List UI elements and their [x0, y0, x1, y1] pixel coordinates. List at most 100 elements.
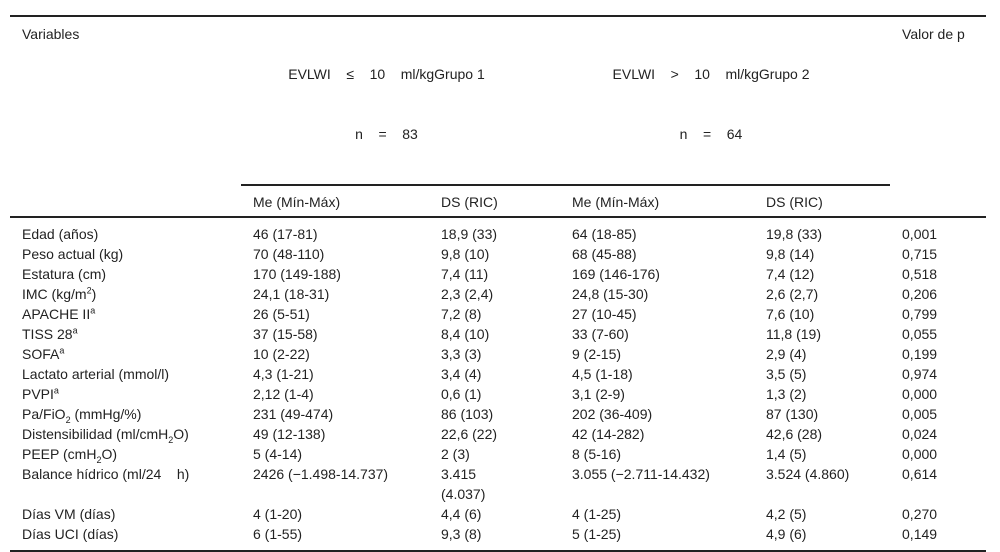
variable-suffix: ) [91, 286, 97, 302]
variable-label: SOFA [22, 346, 60, 362]
cell-g2me: 9 (2-15) [572, 346, 622, 362]
variable-label: Distensibilidad (ml/cmH [22, 426, 169, 442]
variable-subscript: 2 [168, 434, 174, 445]
table-row: PVPIa 2,12 (1-4) 0,6 (1) 3,1 (2-9) 1,3 (2) 0,… [10, 384, 986, 404]
header-variables: Variables [10, 15, 241, 185]
variable-label: Estatura (cm) [22, 266, 107, 282]
table-row: APACHE IIa 26 (5-51) 7,2 (8) 27 (10-45) 7,6 … [10, 304, 986, 324]
variable-cell: APACHE IIa [10, 304, 241, 324]
cell-g1ds: 9,8 (10) [441, 246, 490, 262]
table-row: Distensibilidad (ml/cmH2O) 49 (12-138) 22,… [10, 424, 986, 444]
cell-g1me: 37 (15-58) [253, 326, 318, 342]
cell-g1ds: 3,4 (4) [441, 366, 482, 382]
results-table: Variables EVLWI ≤ 10 ml/kgGrupo 1 n = 83… [10, 15, 987, 552]
variable-superscript: a [53, 385, 59, 396]
cell-g2me: 169 (146-176) [572, 266, 660, 282]
cell-g2me: 24,8 (15-30) [572, 286, 649, 302]
variable-suffix: (mmHg/%) [70, 406, 142, 422]
variable-cell: PVPIa [10, 384, 241, 404]
table-row: Estatura (cm) 170 (149-188) 7,4 (11) 169 (1… [10, 264, 986, 284]
header-row: Variables EVLWI ≤ 10 ml/kgGrupo 1 n = 83… [10, 15, 987, 218]
cell-p: 0,005 [902, 406, 938, 422]
cell-g2ds: 7,6 (10) [766, 306, 815, 322]
cell-p: 0,149 [890, 524, 987, 552]
cell-g2ds: 3,5 (5) [766, 366, 807, 382]
cell-g2me: 64 (18-85) [572, 226, 637, 242]
table-row: Peso actual (kg) 70 (48-110) 9,8 (10) 68 (4… [10, 244, 986, 264]
header-group1: EVLWI ≤ 10 ml/kgGrupo 1 n = 83 [241, 15, 560, 185]
cell-g2ds: 2,6 (2,7) [766, 286, 819, 302]
subheader-g1-me: Me (Mín-Máx) [241, 184, 429, 217]
cell-g1ds: 3.415 (4.037) [441, 466, 486, 502]
table-row: Balance hídrico (ml/24 h) 2426 (−1.498-14… [10, 464, 986, 504]
cell-g2ds: 4,2 (5) [766, 506, 807, 522]
cell-g2me: 27 (10-45) [572, 306, 637, 322]
table-row: SOFAa 10 (2-22) 3,3 (3) 9 (2-15) 2,9 (4) 0,19… [10, 344, 986, 364]
cell-g2ds: 7,4 (12) [766, 266, 815, 282]
cell-g1me: 10 (2-22) [253, 346, 310, 362]
cell-g1ds: 3,3 (3) [441, 346, 482, 362]
variable-cell: Días VM (días) [10, 504, 241, 524]
variable-cell: PEEP (cmH2O) [10, 444, 241, 464]
cell-p: 0,000 [902, 446, 938, 462]
subheader-g2-ds: DS (RIC) [754, 184, 891, 217]
variable-label: Balance hídrico (ml/24 h) [22, 466, 190, 482]
cell-g2ds: 3.524 (4.860) [766, 466, 850, 482]
variable-cell: Días UCI (días) [10, 524, 241, 552]
table-row: Edad (años) 46 (17-81) 18,9 (33) 64 (18-85)… [10, 217, 986, 244]
table-row: Días VM (días) 4 (1-20) 4,4 (6) 4 (1-25) 4,2… [10, 504, 986, 524]
cell-g1ds: 0,6 (1) [441, 386, 482, 402]
variable-label: Peso actual (kg) [22, 246, 124, 262]
variable-cell: Edad (años) [10, 217, 241, 244]
cell-g1ds: 22,6 (22) [441, 426, 498, 442]
cell-p: 0,001 [902, 226, 938, 242]
cell-g1ds: 2,3 (2,4) [441, 286, 494, 302]
cell-g2me: 3.055 (−2.711-14.432) [572, 466, 710, 482]
header-group2: EVLWI > 10 ml/kgGrupo 2 n = 64 [560, 15, 891, 185]
cell-g1ds: 4,4 (6) [441, 506, 482, 522]
variable-suffix: O) [101, 446, 118, 462]
cell-g2me: 5 (1-25) [560, 524, 754, 552]
cell-g2ds: 2,9 (4) [766, 346, 807, 362]
variable-cell: Estatura (cm) [10, 264, 241, 284]
cell-p: 0,024 [902, 426, 938, 442]
cell-p: 0,974 [902, 366, 938, 382]
cell-g1me: 4 (1-20) [253, 506, 303, 522]
variable-superscript: a [59, 345, 65, 356]
table-body: Edad (años) 46 (17-81) 18,9 (33) 64 (18-85)… [10, 217, 987, 552]
variable-cell: Lactato arterial (mmol/l) [10, 364, 241, 384]
subheader-row: Me (Mín-Máx) DS (RIC) Me (Mín-Máx) DS (R… [10, 184, 987, 217]
results-table-container: Variables EVLWI ≤ 10 ml/kgGrupo 1 n = 83… [10, 15, 987, 552]
table-row: TISS 28a 37 (15-58) 8,4 (10) 33 (7-60) 11,8 … [10, 324, 986, 344]
table-row: Días UCI (días) 6 (1-55) 9,3 (8) 5 (1-25) 4,… [10, 524, 987, 552]
table-row: Pa/FiO2 (mmHg/%) 231 (49-474) 86 (103) 202 … [10, 404, 986, 424]
variable-label: Edad (años) [22, 226, 99, 242]
variable-label: Lactato arterial (mmol/l) [22, 366, 170, 382]
group2-line2: n = 64 [679, 126, 743, 142]
cell-g2me: 8 (5-16) [572, 446, 622, 462]
variable-cell: SOFAa [10, 344, 241, 364]
cell-g2me: 4,5 (1-18) [572, 366, 633, 382]
variable-label: PEEP (cmH [22, 446, 97, 462]
variable-cell: Pa/FiO2 (mmHg/%) [10, 404, 241, 424]
cell-p: 0,518 [902, 266, 938, 282]
cell-g1me: 24,1 (18-31) [253, 286, 330, 302]
cell-g1me: 2,12 (1-4) [253, 386, 314, 402]
cell-p: 0,799 [902, 306, 938, 322]
cell-g2ds: 1,3 (2) [766, 386, 807, 402]
cell-g1me: 46 (17-81) [253, 226, 318, 242]
table-row: PEEP (cmH2O) 5 (4-14) 2 (3) 8 (5-16) 1,4 (5)… [10, 444, 986, 464]
cell-p: 0,614 [902, 466, 938, 482]
variable-superscript: a [90, 305, 96, 316]
variable-label: Días UCI (días) [22, 526, 119, 542]
variable-cell: Peso actual (kg) [10, 244, 241, 264]
cell-g1ds: 2 (3) [441, 446, 470, 462]
cell-g1me: 2426 (−1.498-14.737) [253, 466, 389, 482]
cell-g1ds: 7,4 (11) [441, 266, 489, 282]
cell-g2ds: 11,8 (19) [766, 326, 821, 342]
variable-superscript: 2 [86, 285, 92, 296]
cell-p: 0,055 [902, 326, 938, 342]
cell-g1me: 6 (1-55) [241, 524, 429, 552]
cell-g1me: 26 (5-51) [253, 306, 310, 322]
variable-label: IMC (kg/m [22, 286, 87, 302]
